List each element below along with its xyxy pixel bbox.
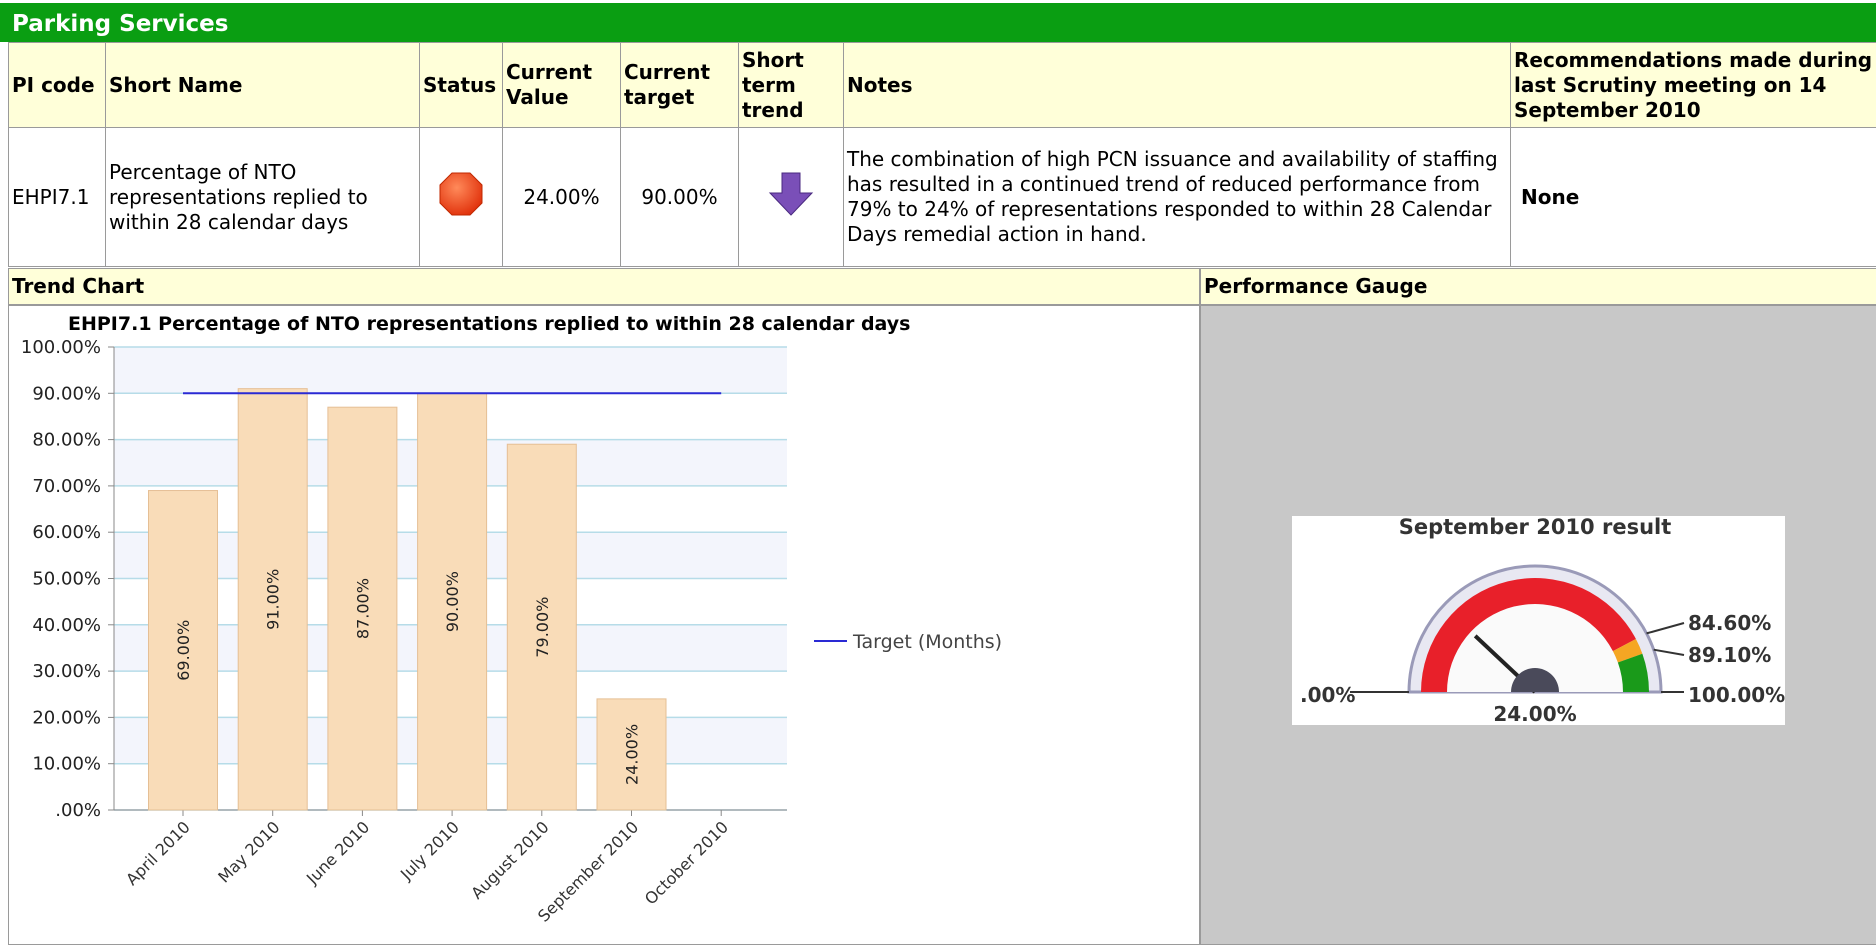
y-tick-label: 70.00%	[32, 476, 101, 497]
value-label: 24.00%	[623, 724, 642, 785]
plot-band	[114, 347, 787, 393]
x-tick-label: April 2010	[122, 817, 194, 889]
gauge-title: September 2010 result	[1399, 515, 1672, 539]
y-tick-label: 20.00%	[32, 707, 101, 728]
y-tick-label: 100.00%	[21, 337, 101, 358]
x-tick-label: August 2010	[467, 817, 552, 902]
value-label: 91.00%	[264, 569, 283, 630]
x-tick-label: October 2010	[641, 817, 732, 908]
gauge-tick-label: 100.00%	[1688, 683, 1785, 707]
y-tick-label: 90.00%	[32, 383, 101, 404]
gauge-value-label: 24.00%	[1493, 702, 1576, 726]
value-label: 79.00%	[533, 597, 552, 658]
x-tick-label: September 2010	[534, 817, 642, 925]
y-tick-label: 50.00%	[32, 569, 101, 590]
gauge-tick-label: 89.10%	[1688, 643, 1771, 667]
value-label: 69.00%	[174, 620, 193, 681]
y-tick-label: 60.00%	[32, 522, 101, 543]
value-label: 87.00%	[353, 578, 372, 639]
y-tick-label: .00%	[55, 800, 101, 821]
value-label: 90.00%	[443, 571, 462, 632]
x-tick-label: July 2010	[396, 817, 463, 884]
y-tick-label: 10.00%	[32, 754, 101, 775]
x-tick-label: June 2010	[302, 817, 373, 888]
chart-title: EHPI7.1 Percentage of NTO representation…	[68, 313, 910, 335]
gauge-tick-label: 84.60%	[1688, 611, 1771, 635]
gauge-tick-label: .00%	[1300, 683, 1355, 707]
y-tick-label: 40.00%	[32, 615, 101, 636]
legend-label: Target (Months)	[852, 631, 1002, 653]
y-tick-label: 80.00%	[32, 430, 101, 451]
x-tick-label: May 2010	[214, 817, 283, 886]
y-tick-label: 30.00%	[32, 661, 101, 682]
